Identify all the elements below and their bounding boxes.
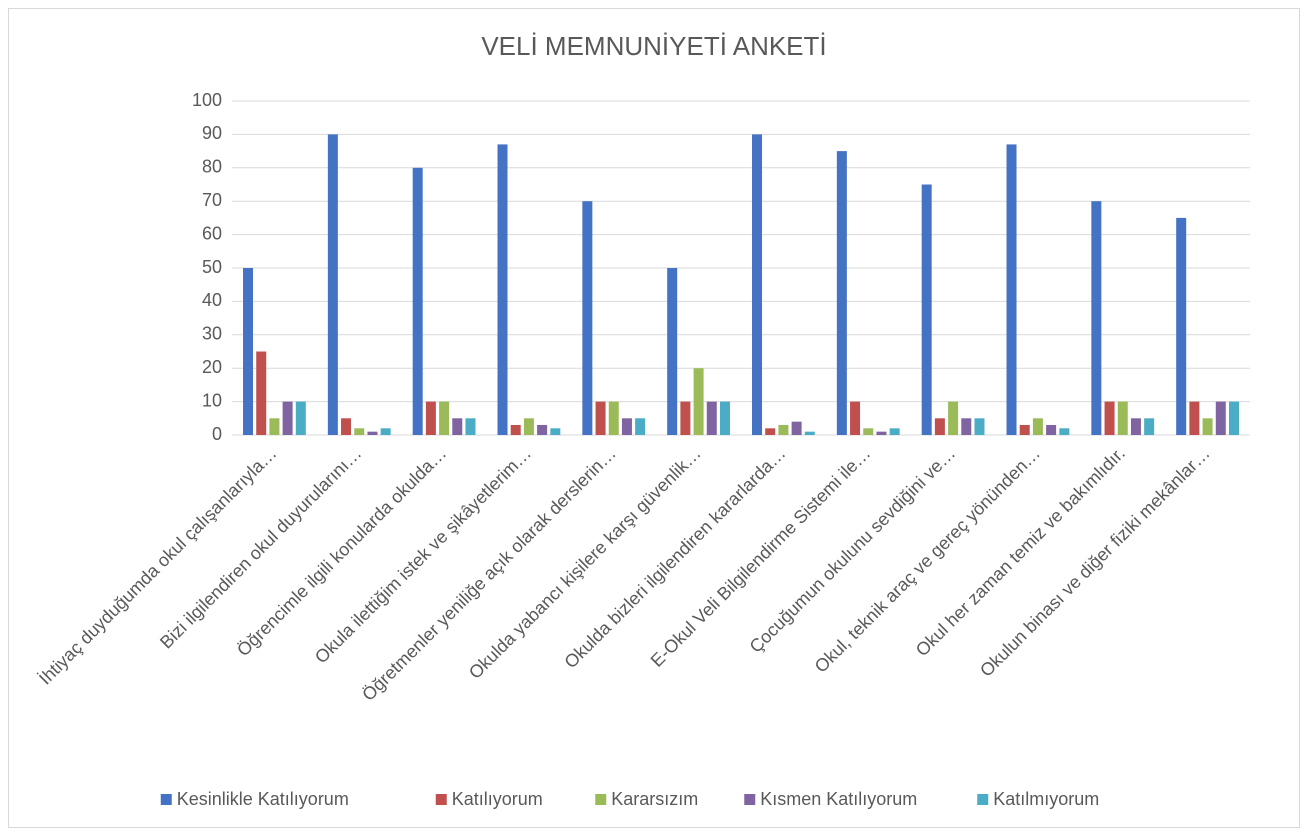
bar	[1059, 428, 1070, 435]
bar	[961, 418, 972, 435]
legend-label: Katılıyorum	[452, 789, 543, 809]
y-tick-label: 20	[202, 357, 222, 377]
bar	[850, 401, 861, 435]
bar	[497, 144, 508, 436]
legend-swatch	[977, 794, 989, 805]
bar	[452, 418, 463, 435]
legend-swatch	[595, 794, 607, 805]
bar	[582, 201, 593, 435]
bar	[934, 418, 945, 435]
bar	[974, 418, 985, 435]
bar	[412, 167, 423, 436]
bar	[425, 401, 436, 435]
bar	[1215, 401, 1226, 435]
bar	[621, 418, 632, 435]
bar	[439, 401, 450, 435]
bar	[804, 431, 815, 435]
bar	[706, 401, 717, 435]
legend-label: Kesinlikle Katılıyorum	[177, 789, 349, 809]
bar	[523, 418, 534, 435]
bar	[380, 428, 391, 435]
bar	[1006, 144, 1017, 436]
bar	[1176, 217, 1187, 435]
legend-swatch	[160, 794, 172, 805]
bar	[295, 401, 306, 435]
bar	[1117, 401, 1128, 435]
bar	[1104, 401, 1115, 435]
bar	[269, 418, 280, 435]
legend-label: Kısmen Katılıyorum	[760, 789, 917, 809]
bar	[327, 134, 338, 435]
bar	[1130, 418, 1141, 435]
bar	[635, 418, 646, 435]
legend-swatch	[744, 794, 756, 805]
bar	[889, 428, 900, 435]
bar	[778, 424, 789, 435]
legend-swatch	[435, 794, 447, 805]
y-tick-label: 70	[202, 190, 222, 210]
legend-label: Katılmıyorum	[993, 789, 1099, 809]
bar	[1202, 418, 1213, 435]
bar	[608, 401, 619, 435]
y-tick-label: 50	[202, 257, 222, 277]
y-tick-label: 100	[192, 90, 222, 110]
bar	[876, 431, 887, 435]
bar	[667, 268, 678, 435]
y-tick-label: 30	[202, 324, 222, 344]
bar	[341, 418, 352, 435]
y-tick-label: 80	[202, 157, 222, 177]
y-tick-label: 90	[202, 123, 222, 143]
bar	[1019, 424, 1030, 435]
bar	[752, 134, 763, 435]
bar	[680, 401, 691, 435]
bar	[1032, 418, 1043, 435]
bar	[921, 184, 932, 435]
y-tick-label: 40	[202, 290, 222, 310]
chart-border	[8, 8, 1300, 828]
y-tick-label: 10	[202, 390, 222, 410]
bar	[282, 401, 293, 435]
bar	[510, 424, 521, 435]
bar	[354, 428, 365, 435]
bar	[836, 151, 847, 435]
bar	[765, 428, 776, 435]
y-tick-label: 0	[212, 424, 222, 444]
bar	[243, 268, 254, 435]
legend-label: Kararsızım	[611, 789, 698, 809]
bar	[1091, 201, 1102, 435]
y-tick-label: 60	[202, 223, 222, 243]
bar	[465, 418, 476, 435]
bar	[537, 424, 548, 435]
bar	[550, 428, 561, 435]
bar	[595, 401, 606, 435]
bar	[948, 401, 959, 435]
bar	[256, 351, 267, 435]
bar	[863, 428, 874, 435]
bar	[1144, 418, 1155, 435]
bar	[367, 431, 378, 435]
bar	[1228, 401, 1239, 435]
bar	[719, 401, 730, 435]
bar	[1046, 424, 1057, 435]
bar	[791, 421, 802, 435]
bar	[1189, 401, 1200, 435]
chart-title: VELİ MEMNUNİYETİ ANKETİ	[481, 31, 826, 61]
bar	[693, 368, 704, 435]
